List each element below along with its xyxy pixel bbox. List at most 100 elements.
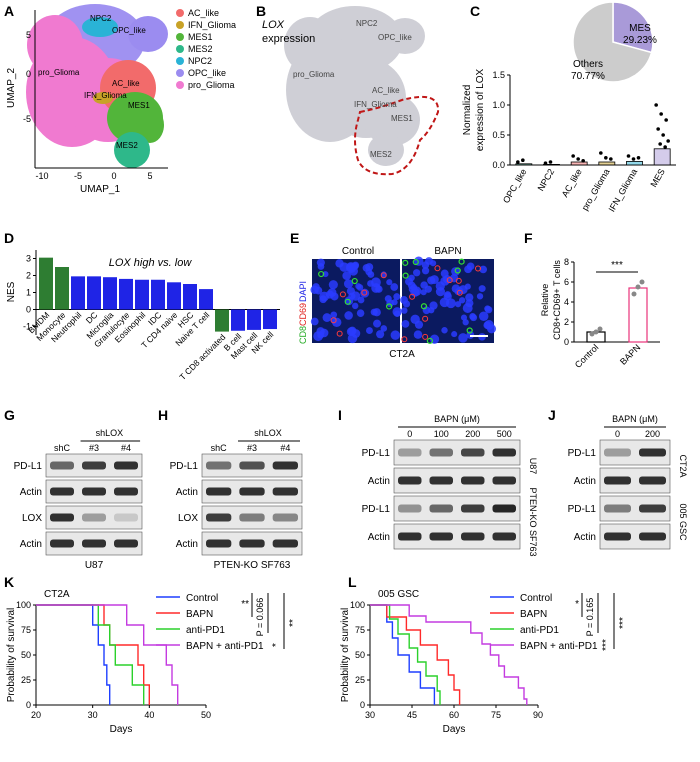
- panel-letter-j: J: [548, 407, 556, 423]
- d-bar: [199, 289, 213, 310]
- nucleus-dot: [351, 302, 359, 310]
- surv-stat: ***: [618, 617, 629, 629]
- blot-band: [50, 539, 74, 548]
- legend-label: NPC2: [188, 56, 212, 66]
- nucleus-dot: [478, 285, 486, 293]
- panel-letter-e: E: [290, 230, 299, 246]
- umap-ytick: 5: [26, 30, 31, 40]
- nucleus-dot: [319, 328, 329, 338]
- blot-band: [639, 532, 666, 541]
- nucleus-dot: [410, 284, 418, 291]
- umap-xtick: -5: [74, 171, 82, 181]
- e-side-dapi: DAPI: [298, 281, 308, 302]
- blot-label: PD-L1: [362, 448, 391, 459]
- surv-xtick: 45: [407, 710, 417, 720]
- surv-stat: **: [241, 599, 249, 610]
- blot-band: [272, 461, 298, 470]
- d-ytick: 0: [26, 305, 31, 315]
- d-ytick: -1: [23, 322, 31, 332]
- surv-stat: P = 0.066: [255, 598, 265, 637]
- blot-band: [206, 461, 232, 470]
- c-dot: [571, 154, 575, 158]
- panel-letter-k: K: [4, 574, 14, 590]
- blot-band: [82, 461, 106, 470]
- blot-lane: 0: [615, 429, 620, 439]
- legend-label: MES2: [188, 44, 213, 54]
- cd8-dot: [351, 277, 358, 285]
- blot-band: [239, 461, 265, 470]
- nucleus-dot: [393, 310, 401, 318]
- nucleus-dot: [401, 307, 408, 314]
- d-ytick: 2: [26, 271, 31, 281]
- surv-xtick: 20: [31, 710, 41, 720]
- nucleus-dot: [370, 308, 378, 316]
- legend-swatch: [176, 33, 184, 41]
- nucleus-dot: [454, 301, 462, 308]
- cd69-dot: [380, 272, 387, 279]
- umap-xtick: 0: [111, 171, 116, 181]
- surv-ytick: 75: [355, 625, 365, 635]
- f-ytick: 4: [564, 297, 569, 307]
- legend-swatch: [176, 45, 184, 53]
- c-xtick: MES: [648, 167, 666, 189]
- nucleus-dot: [460, 314, 468, 321]
- i-side-2: PTEN-KO SF763: [528, 487, 538, 556]
- nucleus-dot: [458, 333, 468, 343]
- nucleus-dot: [391, 299, 398, 306]
- blot-lane: 500: [497, 429, 512, 439]
- nucleus-dot: [440, 269, 449, 278]
- legend-swatch: [176, 69, 184, 77]
- nucleus-dot: [366, 327, 373, 335]
- c-ytick: 0.0: [492, 160, 505, 170]
- nucleus-dot: [414, 320, 424, 329]
- c-xtick: pro_Glioma: [580, 167, 612, 212]
- cluster-label: OPC_like: [378, 33, 412, 42]
- legend-label: IFN_Glioma: [188, 20, 236, 30]
- blot-band: [461, 504, 485, 513]
- nucleus-dot: [367, 271, 375, 278]
- panel-c: MES 29.23% Others 70.77% 0.0 0.5 1.0 1.5 OPC…: [462, 1, 676, 214]
- nucleus-dot: [465, 299, 474, 308]
- blot-band: [492, 448, 516, 457]
- cd8-dot: [420, 303, 428, 310]
- c-dot: [576, 157, 580, 161]
- pie-pct-others: 70.77%: [571, 71, 605, 82]
- cd8-dot: [426, 337, 434, 344]
- blot-band: [82, 487, 106, 496]
- d-bar: [167, 282, 181, 310]
- blot-lane: 100: [434, 429, 449, 439]
- f-ylabel-1: Relative: [540, 284, 550, 317]
- blot-lane: #3: [89, 443, 99, 453]
- f-ytick: 6: [564, 277, 569, 287]
- d-bar: [151, 279, 165, 310]
- cd8-dot: [458, 258, 465, 265]
- c-dot: [659, 112, 663, 116]
- panel-letter-g: G: [4, 407, 15, 423]
- d-bar: [247, 309, 261, 330]
- nucleus-dot: [451, 331, 458, 338]
- c-bar: [543, 163, 560, 166]
- blot-label: LOX: [178, 513, 198, 524]
- pie-slice: [572, 1, 653, 83]
- f-dot: [635, 284, 641, 290]
- panel-letter-h: H: [158, 407, 168, 423]
- nucleus-dot: [319, 295, 327, 304]
- surv-line: [36, 604, 111, 705]
- c-ylabel-2: expression of LOX: [475, 69, 486, 152]
- nucleus-dot: [484, 320, 494, 330]
- blot-shlox: shLOX: [254, 428, 282, 438]
- e-col-control: Control: [342, 246, 374, 257]
- c-dot: [609, 157, 613, 161]
- c-dot: [599, 151, 603, 155]
- blot-label: LOX: [22, 513, 42, 524]
- d-bar: [183, 284, 197, 310]
- nucleus-dot: [310, 317, 319, 326]
- surv-title: CT2A: [44, 589, 70, 600]
- d-bar: [231, 309, 245, 331]
- blot-band: [239, 539, 265, 548]
- blot-band: [272, 539, 298, 548]
- nucleus-dot: [330, 311, 338, 319]
- blot-label: Actin: [20, 487, 42, 498]
- blot-label: PD-L1: [14, 461, 43, 472]
